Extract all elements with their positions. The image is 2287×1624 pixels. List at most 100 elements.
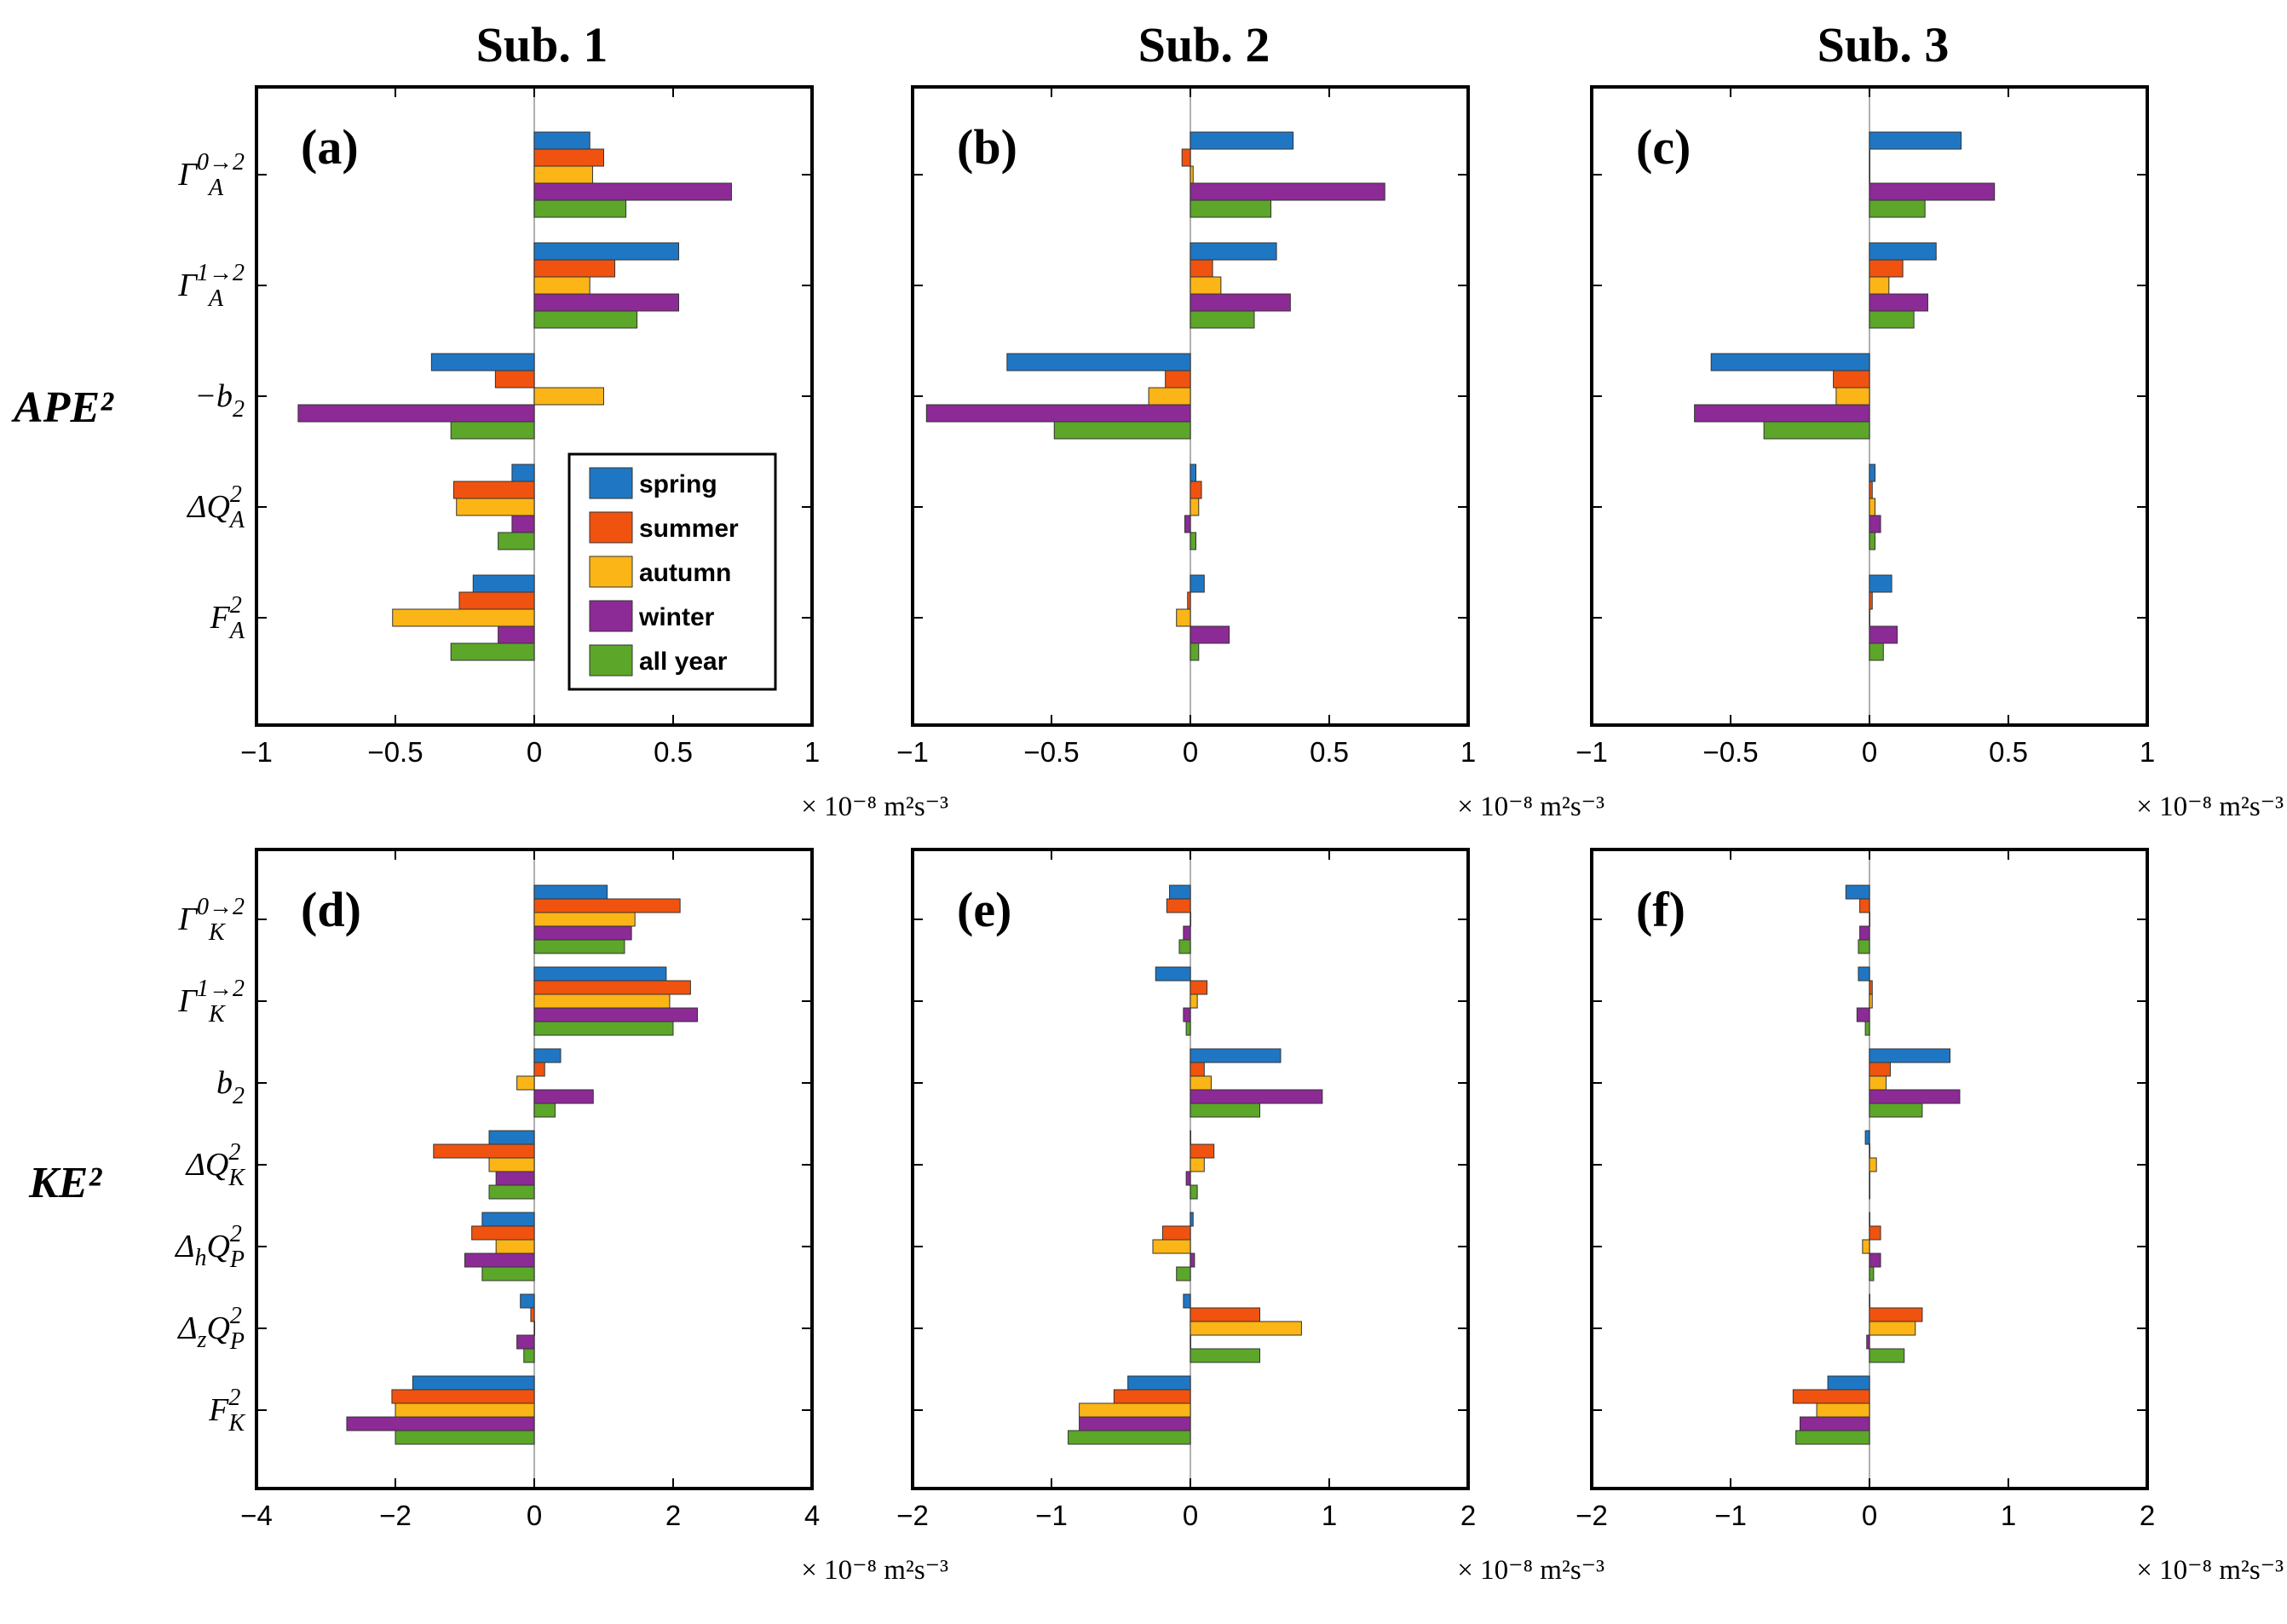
bar-winter (1869, 1253, 1881, 1268)
panel-a: Γ0→2 A Γ1→2 A −b2 ΔQ2 A F2 A −1 −0.5 0 0.5 1 × 10⁻⁸ m²… (177, 85, 948, 822)
x-tick-label: −2 (1576, 1500, 1608, 1531)
bar-autumn (1190, 1321, 1302, 1336)
bar-winter (1190, 182, 1385, 201)
bar-spring (1190, 131, 1294, 150)
bar-autumn (533, 276, 590, 295)
bar-spring (472, 574, 535, 593)
bar-autumn (1152, 1239, 1191, 1254)
bar-spring (430, 353, 535, 371)
bar-all-year (533, 1103, 556, 1118)
legend-label-winter: winter (638, 603, 715, 631)
bar-all-year (498, 532, 535, 550)
bar-summer (452, 481, 535, 499)
bar-summer (1833, 370, 1870, 389)
x-tick-label: 2 (1460, 1500, 1476, 1531)
bar-winter (1184, 515, 1191, 533)
bar-winter (533, 925, 632, 941)
bar-winter (1183, 925, 1191, 941)
bar-summer (1187, 591, 1191, 610)
bar-all-year (1190, 642, 1200, 661)
category-label: Γ0→2 A (177, 149, 245, 201)
x-tick-label: −1 (1714, 1500, 1747, 1531)
bar-winter (1866, 1334, 1870, 1350)
bar-all-year (1190, 532, 1197, 550)
x-tick-label: 1 (2001, 1500, 2016, 1531)
bar-autumn (495, 1239, 535, 1254)
category-label: ΔzQ2 P (176, 1303, 245, 1355)
x-axis-unit-label: × 10⁻⁸ m²s⁻³ (1457, 1555, 1604, 1586)
legend-swatch-all-year (589, 644, 633, 677)
bar-winter (1185, 1171, 1191, 1186)
bar-winter (1856, 1007, 1870, 1022)
bar-all-year (1185, 1021, 1191, 1036)
bar-spring (1190, 1130, 1191, 1145)
column-title-sub1: Sub. 1 (476, 17, 608, 72)
x-tick-label: 1 (1322, 1500, 1337, 1531)
bar-autumn (395, 1402, 535, 1418)
bar-all-year (481, 1266, 535, 1281)
bar-summer (1166, 898, 1191, 913)
bar-autumn (1862, 1239, 1870, 1254)
bar-all-year (1864, 1021, 1870, 1036)
bar-summer (1869, 980, 1873, 995)
x-tick-label: −1 (1576, 736, 1608, 768)
bar-all-year (1795, 1430, 1870, 1445)
bar-autumn (1869, 608, 1870, 627)
panel-label: (a) (301, 119, 359, 175)
x-tick-label: 0 (1862, 736, 1877, 768)
panel-b: −1 −0.5 0 0.5 1 × 10⁻⁸ m²s⁻³ (b) (896, 85, 1604, 822)
bar-spring (1869, 574, 1892, 593)
category-label: Γ1→2 A (177, 260, 245, 312)
bar-spring (1190, 574, 1205, 593)
bar-winter (1183, 1007, 1191, 1022)
bar-spring (1869, 1293, 1870, 1309)
bar-autumn (533, 165, 593, 184)
bar-autumn (1869, 993, 1873, 1009)
bar-summer (433, 1143, 535, 1159)
bar-autumn (533, 993, 671, 1009)
bar-winter (533, 1007, 699, 1022)
bar-winter (1079, 1416, 1191, 1431)
bar-spring (1869, 131, 1962, 150)
bar-autumn (1190, 912, 1191, 927)
bar-autumn (1869, 1157, 1877, 1172)
bar-summer (1190, 1143, 1215, 1159)
bar-all-year (1869, 1266, 1875, 1281)
bar-summer (1869, 1062, 1891, 1077)
x-tick-label: −4 (240, 1500, 273, 1531)
x-tick-label: 0 (527, 736, 542, 768)
bar-spring (488, 1130, 535, 1145)
bar-autumn (456, 498, 535, 516)
bar-summer (1859, 898, 1870, 913)
x-axis-unit-label: × 10⁻⁸ m²s⁻³ (2136, 1555, 2284, 1586)
x-axis-unit-label: × 10⁻⁸ m²s⁻³ (801, 1555, 948, 1586)
x-axis-unit-label: × 10⁻⁸ m²s⁻³ (1457, 792, 1604, 822)
bar-all-year (1190, 1103, 1260, 1118)
category-label: −b2 (194, 378, 245, 423)
bar-autumn (1869, 1321, 1916, 1336)
bar-all-year (1869, 532, 1876, 550)
x-tick-label: 1 (2140, 736, 2155, 768)
bar-spring (481, 1212, 535, 1227)
x-tick-label: −1 (1035, 1500, 1068, 1531)
bar-all-year (1869, 1103, 1923, 1118)
bar-spring (533, 966, 667, 982)
bar-winter (1869, 625, 1898, 644)
bar-spring (1190, 1212, 1194, 1227)
x-tick-label: −0.5 (1023, 736, 1079, 768)
bar-summer (391, 1389, 535, 1404)
panel-label: (f) (1636, 882, 1685, 937)
bar-summer (1869, 481, 1873, 499)
x-axis-unit-label: × 10⁻⁸ m²s⁻³ (2136, 792, 2284, 822)
bar-all-year (533, 199, 627, 218)
bar-winter (1869, 515, 1881, 533)
bar-summer (1869, 259, 1904, 278)
legend-label-spring: spring (639, 470, 717, 498)
bar-autumn (1190, 165, 1194, 184)
panel-d: Γ0→2 K Γ1→2 K b2 ΔQ2 K ΔhQ2 P ΔzQ2 P F2 K −4 −2 0 2 4 × 10… (174, 848, 948, 1586)
bar-summer (1792, 1389, 1870, 1404)
bar-autumn (392, 608, 535, 627)
bar-all-year (1053, 421, 1191, 440)
bar-all-year (450, 421, 535, 440)
bar-autumn (1190, 498, 1200, 516)
